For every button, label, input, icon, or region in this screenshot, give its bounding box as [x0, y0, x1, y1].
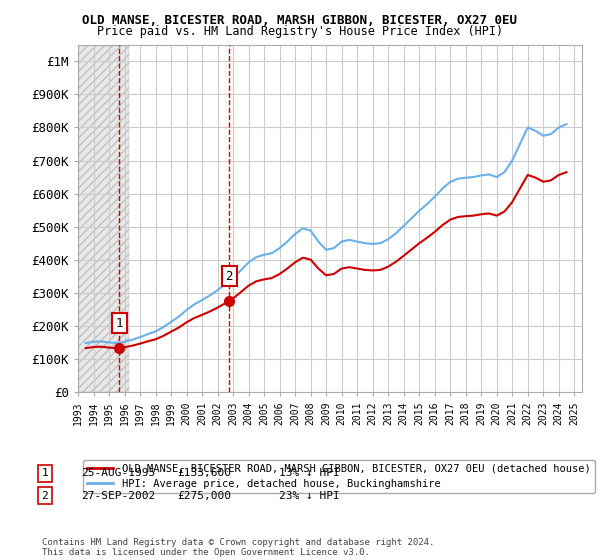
Text: 2: 2	[225, 269, 233, 283]
Text: 2: 2	[41, 491, 49, 501]
Text: OLD MANSE, BICESTER ROAD, MARSH GIBBON, BICESTER, OX27 0EU: OLD MANSE, BICESTER ROAD, MARSH GIBBON, …	[83, 14, 517, 27]
Text: 25-AUG-1995: 25-AUG-1995	[81, 468, 155, 478]
Text: £133,600: £133,600	[177, 468, 231, 478]
Text: 13% ↓ HPI: 13% ↓ HPI	[279, 468, 340, 478]
Text: 1: 1	[41, 468, 49, 478]
Text: Contains HM Land Registry data © Crown copyright and database right 2024.
This d: Contains HM Land Registry data © Crown c…	[42, 538, 434, 557]
Legend: OLD MANSE, BICESTER ROAD, MARSH GIBBON, BICESTER, OX27 0EU (detached house), HPI: OLD MANSE, BICESTER ROAD, MARSH GIBBON, …	[83, 460, 595, 493]
Text: 23% ↓ HPI: 23% ↓ HPI	[279, 491, 340, 501]
Text: 1: 1	[115, 316, 123, 330]
Text: Price paid vs. HM Land Registry's House Price Index (HPI): Price paid vs. HM Land Registry's House …	[97, 25, 503, 38]
Text: 27-SEP-2002: 27-SEP-2002	[81, 491, 155, 501]
Bar	[78, 45, 129, 392]
Text: £275,000: £275,000	[177, 491, 231, 501]
